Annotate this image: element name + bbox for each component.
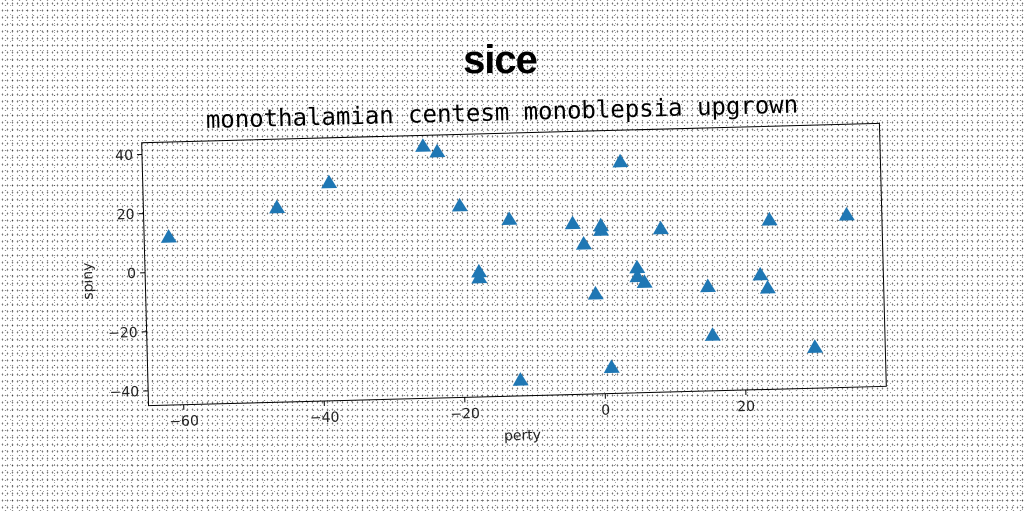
data-point xyxy=(587,285,604,300)
data-point xyxy=(501,211,518,226)
data-point xyxy=(629,268,646,283)
figure-title: sice xyxy=(463,38,537,82)
x-tick-label: −60 xyxy=(169,413,199,430)
y-axis-ticks: −40 −20 0 20 40 xyxy=(108,148,149,401)
data-point xyxy=(704,327,721,341)
x-tick-label: −20 xyxy=(450,406,480,423)
data-point xyxy=(429,143,446,158)
x-tick-label: −40 xyxy=(310,410,340,427)
y-tick-label: 20 xyxy=(117,207,135,223)
data-point xyxy=(807,339,824,354)
y-tick-label: 0 xyxy=(127,266,136,282)
data-point xyxy=(471,269,488,284)
data-point xyxy=(160,229,177,243)
data-point xyxy=(321,174,338,189)
y-tick-label: 40 xyxy=(115,148,133,164)
plot-group: monothalamian centesm monoblepsia upgrow… xyxy=(80,91,887,444)
x-tick-label: 20 xyxy=(737,399,755,415)
data-point xyxy=(652,220,669,235)
y-tick-label: −20 xyxy=(108,325,138,342)
data-point xyxy=(761,211,778,226)
y-tick-label: −40 xyxy=(109,384,139,401)
data-point xyxy=(752,266,769,281)
data-point xyxy=(636,274,653,289)
data-point xyxy=(564,215,581,230)
x-tick-label: 0 xyxy=(601,403,610,419)
data-points xyxy=(160,138,855,386)
data-point xyxy=(759,279,776,294)
x-axis-label: perty xyxy=(504,427,541,444)
x-axis-ticks: −60 −40 −20 0 20 xyxy=(169,389,755,430)
data-point xyxy=(415,138,432,152)
data-point xyxy=(575,235,592,250)
data-point xyxy=(629,259,646,274)
data-point xyxy=(612,153,629,168)
data-point xyxy=(593,222,610,236)
data-point xyxy=(838,206,855,221)
data-point xyxy=(269,199,286,214)
data-point xyxy=(700,278,717,293)
data-point xyxy=(603,359,620,374)
y-axis-label: spiny xyxy=(80,262,97,300)
data-point xyxy=(512,372,529,386)
data-point xyxy=(451,197,468,212)
plot-area-frame xyxy=(141,122,887,407)
